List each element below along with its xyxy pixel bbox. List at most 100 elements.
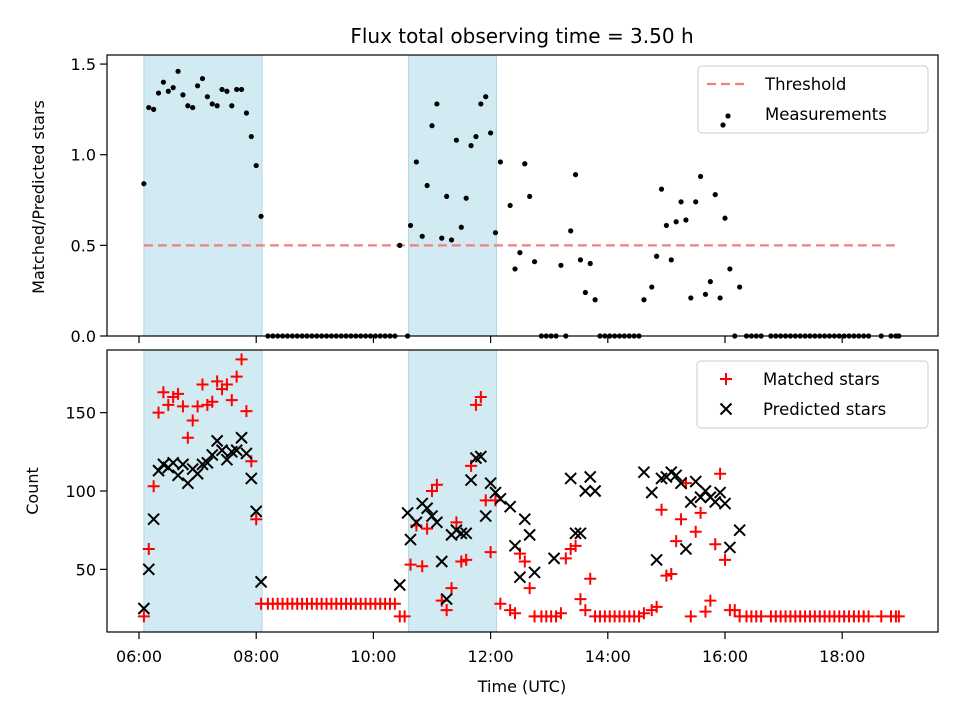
matched-star-point — [709, 538, 722, 551]
matched-star-point — [655, 503, 668, 516]
predicted-star-point — [523, 528, 536, 542]
matched-star-point — [206, 395, 219, 408]
y-tick-label: 100 — [65, 482, 96, 501]
predicted-star-point — [201, 456, 214, 470]
matched-star-point — [147, 480, 160, 493]
measurement-point — [668, 257, 674, 263]
top-y-axis-label: Matched/Predicted stars — [29, 100, 48, 294]
predicted-star-point — [579, 484, 592, 498]
x-tick-label: 16:00 — [702, 647, 748, 666]
y-tick-label: 150 — [65, 404, 96, 423]
matched-star-point — [152, 406, 165, 419]
measurement-point — [673, 219, 679, 225]
matched-star-point — [426, 485, 438, 497]
measurement-point — [458, 224, 464, 230]
x-tick-label: 06:00 — [116, 647, 162, 666]
predicted-star-point — [637, 465, 651, 479]
measurement-point — [258, 213, 264, 219]
matched-star-point — [704, 594, 717, 607]
predicted-star-point — [420, 502, 434, 515]
measurement-point — [463, 195, 469, 201]
measurement-point — [658, 186, 665, 192]
measurement-point — [419, 233, 425, 239]
predicted-star-point — [574, 527, 587, 540]
measurement-point — [497, 159, 503, 165]
matched-star-point — [191, 400, 204, 413]
predicted-star-point — [508, 539, 522, 553]
x-tick-label: 12:00 — [468, 647, 514, 666]
measurement-point — [683, 217, 689, 223]
matched-star-point — [172, 387, 185, 400]
measurement-point — [195, 83, 201, 89]
predicted-star-point — [503, 500, 517, 513]
measurement-point — [492, 230, 499, 236]
measurement-point — [507, 202, 513, 209]
predicted-star-point — [645, 486, 658, 499]
matched-star-point — [137, 610, 150, 623]
matched-star-point — [569, 539, 582, 552]
matched-star-point — [211, 375, 224, 388]
measurement-point — [151, 106, 157, 112]
measurement-point — [512, 266, 518, 272]
measurement-point — [175, 68, 181, 74]
y-tick-label: 50 — [76, 560, 96, 579]
matched-star-point — [398, 610, 411, 623]
predicted-star-point — [430, 516, 444, 529]
matched-star-point — [230, 370, 243, 383]
measurement-point — [737, 284, 743, 290]
predicted-star-point — [718, 497, 732, 510]
predicted-star-point — [440, 592, 453, 606]
predicted-star-point — [166, 456, 180, 470]
matched-star-point — [225, 394, 238, 407]
measurement-point — [582, 289, 588, 296]
x-tick-label: 10:00 — [350, 647, 396, 666]
predicted-star-point — [176, 458, 190, 471]
measurement-point — [654, 253, 660, 259]
predicted-star-point — [459, 527, 473, 540]
measurement-point — [483, 94, 489, 100]
bottom-y-ticks: 50 100 150 — [65, 404, 107, 579]
matched-star-point — [694, 506, 707, 519]
predicted-star-point — [410, 516, 423, 529]
measurement-point — [180, 92, 186, 98]
measurement-point — [468, 143, 474, 149]
legend-predicted-swatch — [719, 402, 733, 416]
measurement-point — [219, 86, 225, 93]
predicted-star-point — [464, 473, 478, 487]
legend-matched-swatch — [720, 373, 732, 385]
predicted-star-point — [689, 475, 702, 488]
measurement-point — [727, 266, 733, 272]
matched-star-point — [650, 600, 663, 613]
measurement-point — [587, 260, 593, 267]
bottom-x-ticks: 06:00 08:00 10:00 12:00 14:00 16:00 18:00 — [116, 632, 865, 666]
predicted-star-point — [709, 495, 722, 509]
matched-star-point — [430, 478, 443, 491]
matched-star-point — [416, 560, 429, 573]
predicted-star-point — [393, 578, 406, 592]
matched-star-point — [699, 605, 712, 618]
matched-star-point — [714, 467, 727, 480]
matched-star-point — [684, 610, 697, 623]
measurement-point — [522, 161, 528, 167]
matched-star-point — [196, 378, 209, 391]
measurement-point — [693, 199, 699, 205]
bottom-y-axis-label: Count — [23, 467, 42, 515]
measurement-point — [199, 75, 206, 82]
matched-star-point — [421, 522, 434, 535]
legend-threshold-label: Threshold — [764, 75, 846, 94]
measurement-point — [185, 103, 191, 109]
matched-star-point — [559, 552, 572, 565]
predicted-star-point — [588, 484, 602, 498]
predicted-star-point — [528, 566, 541, 579]
predicted-star-point — [435, 555, 448, 568]
matched-star-point — [574, 593, 587, 606]
measurement-point — [572, 172, 579, 178]
measurement-point — [424, 182, 430, 189]
measurement-point — [712, 191, 718, 198]
matched-star-point — [719, 553, 731, 566]
matched-star-point — [440, 604, 453, 617]
measurement-point — [697, 173, 704, 180]
matched-star-point — [388, 597, 401, 610]
predicted-star-point — [713, 486, 727, 499]
measurement-point — [214, 103, 220, 109]
